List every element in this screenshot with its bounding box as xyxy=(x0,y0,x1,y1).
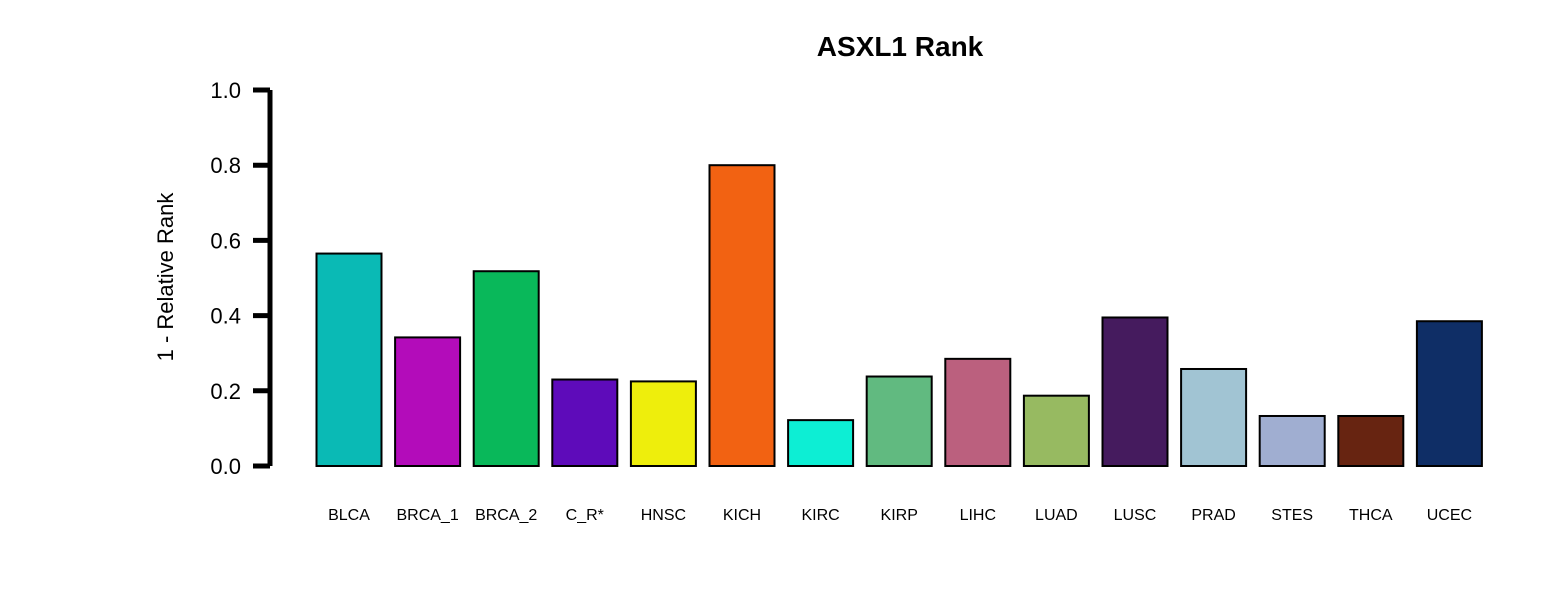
y-tick-label: 0.6 xyxy=(210,228,241,253)
bar-stes xyxy=(1258,414,1326,468)
x-tick-label: STES xyxy=(1271,507,1313,524)
x-tick-label: BRCA_2 xyxy=(475,507,537,524)
x-tick-label: C_R* xyxy=(566,507,604,524)
y-tick-label: 0.4 xyxy=(210,304,241,329)
x-tick-label: KICH xyxy=(723,507,761,524)
y-axis: 0.0 0.2 0.4 0.6 0.8 1.0 xyxy=(210,78,273,479)
x-tick-label: THCA xyxy=(1349,507,1393,524)
y-tick-label: 0.8 xyxy=(210,153,241,178)
x-tick-label: BLCA xyxy=(328,507,370,524)
x-tick-label: PRAD xyxy=(1191,507,1235,524)
x-axis-labels: BLCA BRCA_1 BRCA_2 C_R* HNSC KICH KIRC KIRP LIHC… xyxy=(328,507,1472,524)
bar-ucec xyxy=(1415,320,1483,467)
x-tick-label: UCEC xyxy=(1427,507,1472,524)
bars xyxy=(315,164,1483,468)
y-tick-label: 0.2 xyxy=(210,379,241,404)
bar-kirc xyxy=(787,419,855,467)
bar-lusc xyxy=(1101,316,1169,468)
bar-hnsc xyxy=(629,380,697,467)
x-tick-label: BRCA_1 xyxy=(396,507,458,524)
bar-prad xyxy=(1180,367,1248,468)
x-tick-label: LIHC xyxy=(960,507,996,524)
bar-brca-2 xyxy=(472,270,540,467)
bar-thca xyxy=(1337,414,1405,468)
y-tick-label: 0.0 xyxy=(210,454,241,479)
bar-kirp xyxy=(865,375,933,467)
bar-blca xyxy=(315,252,383,467)
bar-kich xyxy=(708,164,776,467)
y-tick-label: 1.0 xyxy=(210,78,241,103)
y-axis-label: 1 - Relative Rank xyxy=(153,192,178,362)
x-tick-label: KIRC xyxy=(801,507,839,524)
x-tick-label: LUSC xyxy=(1114,507,1157,524)
bar-lihc xyxy=(944,357,1012,467)
x-tick-label: HNSC xyxy=(641,507,686,524)
bar-brca-1 xyxy=(394,336,462,467)
bar-c-r xyxy=(551,378,619,467)
x-tick-label: KIRP xyxy=(881,507,918,524)
bar-luad xyxy=(1022,394,1090,467)
chart-title: ASXL1 Rank xyxy=(817,31,984,62)
x-tick-label: LUAD xyxy=(1035,507,1078,524)
